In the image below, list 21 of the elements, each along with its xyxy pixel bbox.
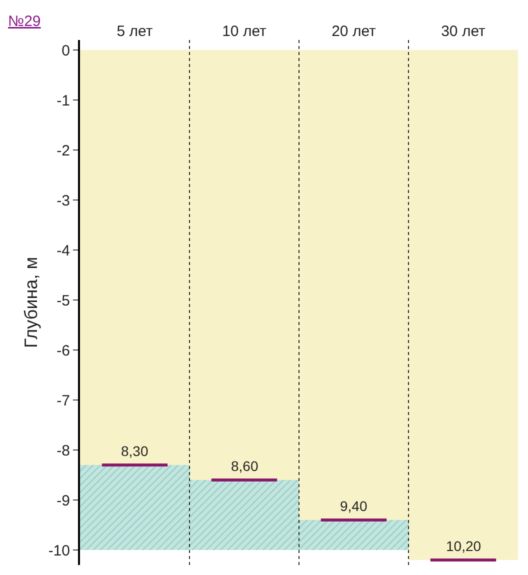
x-tick-label: 5 лет: [116, 23, 153, 40]
y-tick-label: -5: [56, 292, 70, 310]
annotation: 9,40: [340, 498, 368, 514]
x-tick-label: 10 лет: [222, 23, 267, 40]
y-tick-label: 0: [62, 42, 70, 60]
y-tick-label: -9: [56, 492, 70, 510]
y-tick-label: -1: [56, 92, 70, 110]
y-tick-label: -10: [48, 542, 70, 560]
y-tick-label: -6: [56, 342, 70, 360]
x-tick-label: 20 лет: [332, 23, 376, 40]
y-tick-label: -2: [56, 142, 70, 160]
y-tick-label: -4: [56, 242, 70, 260]
y-axis-title: Глубина, м: [21, 256, 42, 348]
x-tick-label: 30 лет: [441, 23, 486, 40]
y-tick-label: -3: [56, 192, 70, 210]
y-tick-label: -7: [56, 392, 70, 410]
annotation: 10,20: [446, 538, 482, 554]
annotation: 8,60: [231, 458, 258, 474]
annotation: 8,30: [121, 443, 148, 459]
chart-title: №29: [8, 13, 41, 30]
y-tick-label: -8: [56, 442, 70, 460]
